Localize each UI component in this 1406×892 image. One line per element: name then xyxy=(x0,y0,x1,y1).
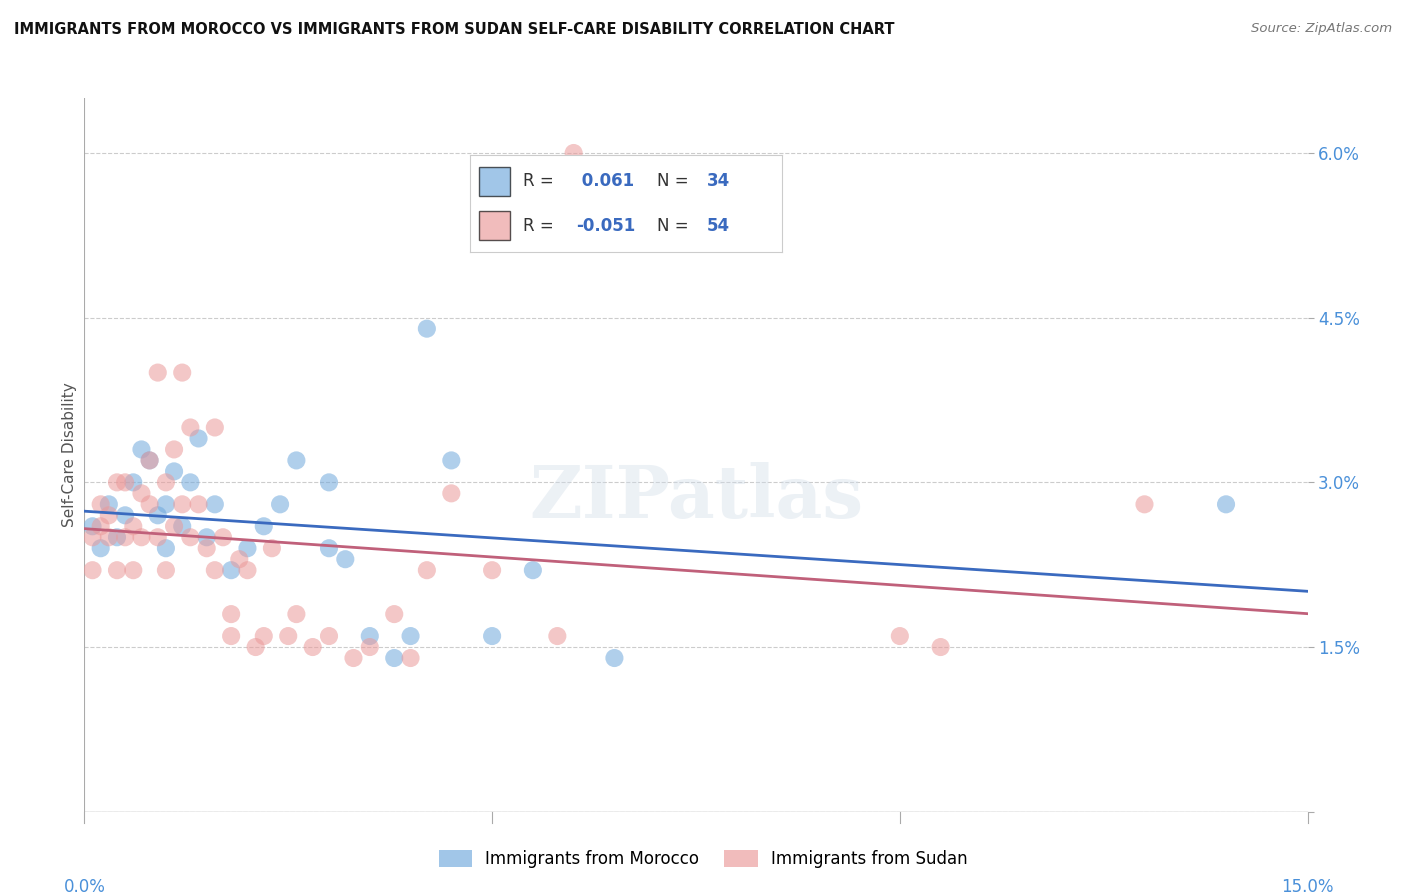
Point xyxy=(399,629,422,643)
Point xyxy=(236,541,259,556)
Text: IMMIGRANTS FROM MOROCCO VS IMMIGRANTS FROM SUDAN SELF-CARE DISABILITY CORRELATIO: IMMIGRANTS FROM MOROCCO VS IMMIGRANTS FR… xyxy=(14,22,894,37)
Point xyxy=(146,530,169,544)
Point xyxy=(301,640,323,654)
Point xyxy=(138,453,160,467)
Point xyxy=(359,640,381,654)
Point xyxy=(929,640,952,654)
Point xyxy=(335,552,357,566)
Point xyxy=(440,486,463,500)
Point xyxy=(285,453,308,467)
Point xyxy=(236,563,259,577)
Point xyxy=(105,563,128,577)
Text: Self-Care Disability: Self-Care Disability xyxy=(62,383,77,527)
Point xyxy=(253,629,276,643)
Point xyxy=(889,629,911,643)
Point xyxy=(131,442,153,457)
Point xyxy=(195,530,218,544)
Point xyxy=(82,530,104,544)
Point xyxy=(114,508,136,523)
Point xyxy=(155,497,177,511)
Point xyxy=(146,366,169,380)
Point xyxy=(146,508,169,523)
Text: 15.0%: 15.0% xyxy=(1281,878,1334,892)
Point xyxy=(603,651,626,665)
Point xyxy=(382,651,405,665)
Point xyxy=(318,629,340,643)
Point xyxy=(1133,497,1156,511)
Text: ZIPatlas: ZIPatlas xyxy=(529,462,863,533)
Point xyxy=(481,629,503,643)
Point xyxy=(195,541,218,556)
Point xyxy=(1215,497,1237,511)
Point xyxy=(204,420,226,434)
Point xyxy=(277,629,299,643)
Point xyxy=(97,497,120,511)
Point xyxy=(172,366,194,380)
Point xyxy=(416,563,439,577)
Legend: Immigrants from Morocco, Immigrants from Sudan: Immigrants from Morocco, Immigrants from… xyxy=(432,843,974,875)
Point xyxy=(318,541,340,556)
Point xyxy=(163,442,186,457)
Point xyxy=(122,519,145,533)
Point xyxy=(359,629,381,643)
Point xyxy=(546,629,568,643)
Point xyxy=(399,651,422,665)
Point xyxy=(90,541,112,556)
Point xyxy=(163,519,186,533)
Point xyxy=(131,486,153,500)
Point xyxy=(172,497,194,511)
Point xyxy=(97,508,120,523)
Point xyxy=(219,563,242,577)
Point xyxy=(481,563,503,577)
Point xyxy=(179,420,201,434)
Point xyxy=(440,453,463,467)
Text: Source: ZipAtlas.com: Source: ZipAtlas.com xyxy=(1251,22,1392,36)
Point xyxy=(245,640,267,654)
Point xyxy=(212,530,235,544)
Point xyxy=(179,475,201,490)
Point xyxy=(163,464,186,478)
Point xyxy=(138,497,160,511)
Point xyxy=(138,453,160,467)
Point xyxy=(416,321,439,335)
Point xyxy=(97,530,120,544)
Point xyxy=(522,563,544,577)
Point xyxy=(219,607,242,621)
Point xyxy=(285,607,308,621)
Point xyxy=(122,475,145,490)
Point xyxy=(114,530,136,544)
Point xyxy=(82,519,104,533)
Point xyxy=(382,607,405,621)
Point xyxy=(179,530,201,544)
Point xyxy=(269,497,291,511)
Point xyxy=(122,563,145,577)
Point xyxy=(105,475,128,490)
Point xyxy=(204,497,226,511)
Point xyxy=(82,563,104,577)
Point xyxy=(562,146,585,161)
Point xyxy=(172,519,194,533)
Point xyxy=(342,651,364,665)
Point xyxy=(260,541,283,556)
Point xyxy=(187,432,209,446)
Point xyxy=(219,629,242,643)
Point xyxy=(155,541,177,556)
Point xyxy=(114,475,136,490)
Point xyxy=(253,519,276,533)
Point xyxy=(155,475,177,490)
Point xyxy=(318,475,340,490)
Point xyxy=(155,563,177,577)
Text: 0.0%: 0.0% xyxy=(63,878,105,892)
Point xyxy=(105,530,128,544)
Point xyxy=(228,552,250,566)
Point xyxy=(204,563,226,577)
Point xyxy=(187,497,209,511)
Point xyxy=(131,530,153,544)
Point xyxy=(90,497,112,511)
Point xyxy=(90,519,112,533)
